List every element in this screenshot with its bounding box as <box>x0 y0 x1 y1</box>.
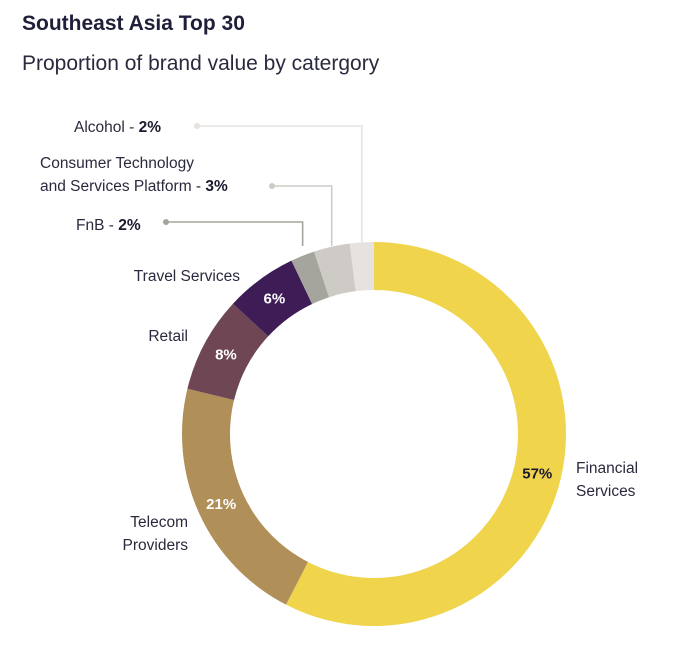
slice-travel-services <box>232 260 313 337</box>
label-financial-line2: Services <box>576 483 636 500</box>
label-alcohol-value: 2% <box>139 119 162 136</box>
leader-dot-alcohol <box>194 123 200 129</box>
value-label-telecom-providers: 21% <box>206 496 236 513</box>
chart-subtitle: Proportion of brand value by catergory <box>22 52 380 75</box>
chart-title: Southeast Asia Top 30 <box>22 12 245 35</box>
label-alcohol-text: Alcohol - <box>74 119 139 136</box>
leader-dot-consumer-technology-and-services-platform <box>269 183 275 189</box>
leader-dot-fnb <box>163 219 169 225</box>
donut-slices <box>181 242 566 626</box>
label-telecom-providers: Telecom Providers <box>123 514 189 554</box>
label-retail: Retail <box>148 328 188 345</box>
slice-consumer-technology-and-services-platform <box>314 243 356 298</box>
label-consumer-tech-line2: and Services Platform - 3% <box>40 178 228 195</box>
label-telecom-line2: Providers <box>123 537 189 554</box>
label-consumer-tech-line1: Consumer Technology <box>40 155 194 172</box>
label-consumer-tech-value: 3% <box>205 178 228 195</box>
slice-telecom-providers <box>181 388 309 605</box>
label-travel-services: Travel Services <box>134 268 240 285</box>
value-label-financial-services: 57% <box>522 466 552 483</box>
slice-financial-services <box>286 242 566 626</box>
label-financial-services: Financial Services <box>576 460 638 500</box>
value-label-travel-services: 6% <box>264 291 286 308</box>
slice-fnb <box>291 251 330 304</box>
inner-value-labels: 57% 21% 8% 6% <box>206 291 552 513</box>
leader-line-fnb <box>166 221 304 246</box>
label-fnb-value: 2% <box>118 217 141 234</box>
label-telecom-line1: Telecom <box>130 514 188 531</box>
label-financial-line1: Financial <box>576 460 638 477</box>
label-consumer-tech-text: and Services Platform - <box>40 178 205 195</box>
label-alcohol: Alcohol - 2% <box>74 119 161 136</box>
leader-lines <box>163 123 363 246</box>
slice-retail <box>187 303 269 401</box>
label-fnb: FnB - 2% <box>76 217 141 234</box>
slice-alcohol <box>349 242 374 292</box>
leader-line-consumer-technology-and-services-platform <box>272 185 333 246</box>
value-label-retail: 8% <box>215 347 237 364</box>
label-fnb-text: FnB - <box>76 217 118 234</box>
leader-line-alcohol <box>197 125 363 246</box>
